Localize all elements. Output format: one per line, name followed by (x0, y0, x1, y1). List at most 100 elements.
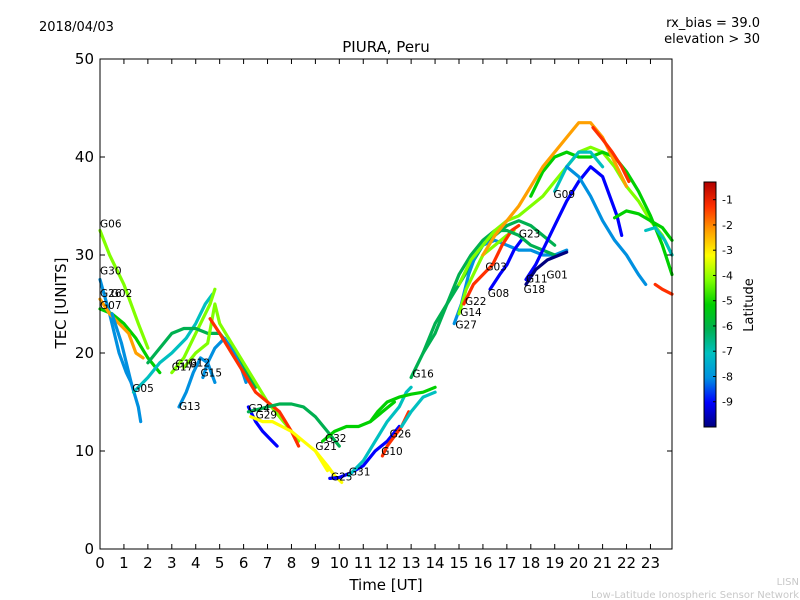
series-g07b (644, 226, 674, 257)
x-tick-label: 23 (641, 554, 660, 572)
footer-network: Low-Latitude Ionospheric Sensor Network (591, 590, 799, 600)
colorbar-label: Latitude (742, 278, 757, 332)
series-g01 (529, 150, 674, 277)
sat-label-g03: G03 (485, 262, 507, 274)
y-tick-label: 50 (75, 50, 94, 68)
x-tick-label: 12 (378, 554, 397, 572)
series-g17 (170, 287, 217, 375)
sat-label-g24: G24 (248, 403, 270, 415)
series-g11 (524, 165, 624, 282)
y-tick-label: 0 (84, 540, 94, 558)
sat-label-g08: G08 (488, 288, 510, 300)
series-g31 (347, 385, 413, 478)
y-axis-label: TEC [UNITS] (52, 258, 70, 350)
footer-lisn: LISN (777, 577, 799, 588)
series-g09b (553, 150, 605, 193)
series-g13b (613, 209, 674, 242)
colorbar-tick-label: -7 (722, 345, 733, 358)
chart-title: PIURA, Peru (342, 38, 429, 56)
series-g26 (400, 390, 437, 429)
sat-label-g18: G18 (524, 284, 546, 296)
sat-label-g25: G25 (331, 471, 353, 483)
x-tick-label: 14 (426, 554, 445, 572)
x-tick-label: 4 (191, 554, 201, 572)
series-g22 (462, 224, 521, 306)
x-tick-label: 7 (263, 554, 273, 572)
x-tick-label: 0 (95, 554, 105, 572)
sat-label-g07: G07 (100, 300, 122, 312)
x-tick-label: 3 (167, 554, 177, 572)
series-g18 (524, 250, 569, 286)
series-g32 (321, 400, 396, 443)
series-g25b (653, 282, 674, 296)
x-tick-label: 11 (354, 554, 373, 572)
sat-label-g26: G26 (390, 428, 412, 440)
colorbar-tick-label: -4 (722, 269, 733, 282)
sat-label-g30: G30 (100, 266, 122, 278)
series-g05b (131, 292, 215, 394)
sat-label-g29: G29 (256, 410, 278, 422)
series-g10b (368, 385, 437, 424)
sat-label-g22: G22 (465, 296, 487, 308)
sat-label-g31: G31 (349, 467, 371, 479)
x-tick-label: 10 (330, 554, 349, 572)
y-tick-label: 20 (75, 344, 94, 362)
sat-label-g19: G19 (175, 359, 197, 371)
x-tick-label: 1 (119, 554, 129, 572)
series-g12 (182, 302, 301, 443)
colorbar-tick-label: -8 (722, 370, 733, 383)
sat-label-g14: G14 (460, 307, 482, 319)
elevation-label: elevation > 30 (664, 32, 760, 47)
x-axis-label: Time [UT] (348, 576, 422, 594)
series-g06 (98, 228, 150, 350)
x-tick-label: 8 (287, 554, 297, 572)
sat-label-g26: G26 (100, 288, 122, 300)
sat-label-g16: G16 (412, 369, 434, 381)
sat-label-g23: G23 (519, 228, 541, 240)
series-g02 (98, 297, 145, 360)
sat-label-g05: G05 (132, 383, 154, 395)
series-g13 (177, 356, 217, 409)
x-tick-label: 13 (402, 554, 421, 572)
colorbar-tick-label: -2 (722, 219, 733, 232)
colorbar-gradient (703, 181, 717, 428)
sat-label-g09: G09 (554, 189, 576, 201)
x-tick-label: 6 (239, 554, 249, 572)
y-tick-label: 10 (75, 442, 94, 460)
colorbar-tick-label: -9 (722, 396, 733, 409)
sat-label-g01: G01 (546, 270, 568, 282)
x-tick-label: 21 (593, 554, 612, 572)
y-tick-label: 40 (75, 148, 94, 166)
x-tick-label: 22 (617, 554, 636, 572)
x-tick-label: 15 (449, 554, 468, 572)
colorbar-tick-label: -3 (722, 244, 733, 257)
colorbar: -1 -2 -3 -4 -5 -6 -7 -8 -9 (703, 181, 733, 428)
colorbar-tick-label: -6 (722, 320, 733, 333)
series-g12b (208, 317, 301, 448)
series-g25 (328, 424, 401, 480)
x-tick-label: 16 (473, 554, 492, 572)
x-tick-label: 5 (215, 554, 225, 572)
series-g05 (110, 312, 143, 424)
y-tick-label: 30 (75, 246, 94, 264)
sat-label-g27: G27 (455, 320, 477, 332)
sat-label-g10: G10 (381, 446, 403, 458)
series-layer (98, 121, 674, 484)
sat-label-g11: G11 (526, 273, 548, 285)
x-tick-label: 2 (143, 554, 153, 572)
x-tick-label: 17 (497, 554, 516, 572)
series-g20 (565, 165, 648, 286)
x-tick-label: 9 (311, 554, 321, 572)
sat-label-g21: G21 (315, 441, 337, 453)
x-tick-label: 20 (569, 554, 588, 572)
series-g27 (452, 238, 569, 326)
series-g08 (488, 238, 523, 291)
plot-background (100, 59, 672, 549)
series-g28 (591, 126, 631, 184)
x-tick-label: 19 (545, 554, 564, 572)
sat-label-g13: G13 (179, 401, 201, 413)
rx-bias-label: rx_bias = 39.0 (666, 16, 760, 31)
